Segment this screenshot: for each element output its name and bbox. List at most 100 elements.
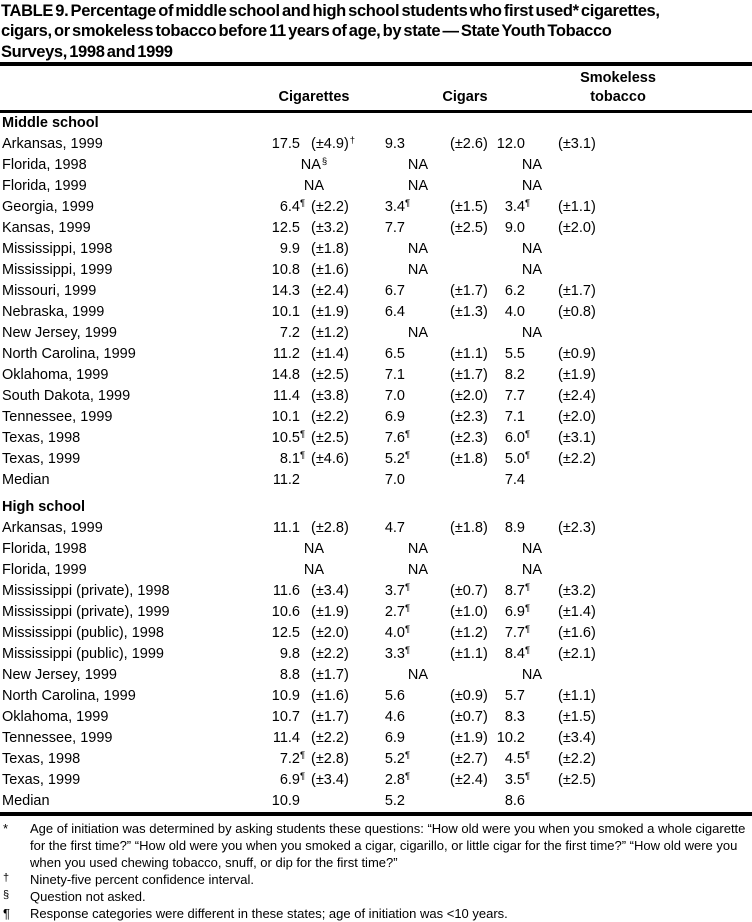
row-state-label: Missouri, 1999	[2, 282, 97, 299]
cell-value-footnote-mark	[525, 703, 558, 724]
table-cell-ci: (±2.6)	[450, 135, 488, 152]
table-cell-na: NA§	[300, 156, 328, 173]
cell-value-footnote-mark	[300, 403, 311, 424]
cell-value-footnote-mark	[300, 319, 311, 340]
table-cell-value: 6.5	[384, 345, 405, 362]
section-header-row: Middle school	[0, 113, 752, 134]
table-cell-value: 7.6	[384, 429, 405, 446]
table-cell-ci: (±4.6)	[311, 450, 349, 467]
table-cell-ci: (±4.9)†	[311, 135, 356, 152]
table-cell-ci: (±1.8)	[450, 519, 488, 536]
table-cell-ci: (±1.7)	[450, 366, 488, 383]
row-state-label: Georgia, 1999	[2, 198, 94, 215]
cell-value-footnote-mark	[405, 403, 450, 424]
table-row: Arkansas, 1999 11.1 (±2.8) 4.7 (±1.8) 8.9 (±2.…	[0, 518, 752, 539]
table-cell-value: 6.7	[384, 282, 405, 299]
cell-value-footnote-mark: ¶	[405, 623, 411, 635]
table-row: Tennessee, 1999 11.4 (±2.2) 6.9 (±1.9) 10.2 (±…	[0, 728, 752, 749]
footnote-pilcrow-mark: ¶	[3, 905, 10, 921]
table-cell-ci: (±1.1)	[450, 345, 488, 362]
table-cell-value: 14.3	[271, 282, 300, 299]
cell-value-footnote-mark	[300, 130, 311, 151]
table-cell-ci: (±2.2)	[311, 408, 349, 425]
table-cell-na: NA	[407, 240, 429, 257]
footnote-dagger: † Ninety-five percent confidence interva…	[0, 871, 752, 888]
table-cell-value: 9.8	[279, 645, 300, 662]
cell-value-footnote-mark	[405, 682, 450, 703]
cell-value-footnote-mark	[525, 682, 558, 703]
cell-value-footnote-mark	[300, 235, 311, 256]
row-state-label: Tennessee, 1999	[2, 408, 113, 425]
cell-value-footnote-mark: ¶	[405, 749, 411, 761]
table-cell-value: 10.2	[496, 729, 525, 746]
footnote-pilcrow-text: Response categories were different in th…	[30, 905, 508, 921]
row-state-label: Median	[2, 471, 50, 488]
table-cell-ci: (±2.3)	[450, 429, 488, 446]
table-cell-ci: (±1.7)	[450, 282, 488, 299]
header-rule	[0, 109, 752, 113]
table-cell-value: 8.4	[504, 645, 525, 662]
cell-value-footnote-mark: ¶	[525, 197, 531, 209]
table-cell-na: NA	[521, 540, 543, 557]
table-cell-value: 8.2	[504, 366, 525, 383]
cell-value-footnote-mark	[300, 340, 311, 361]
cell-value-footnote-mark: ¶	[525, 623, 531, 635]
table-cell-ci: (±2.0)	[450, 387, 488, 404]
table-cell-value: 11.2	[272, 345, 300, 362]
row-state-label: Mississippi (public), 1999	[2, 645, 164, 662]
table-cell-value: 7.7	[384, 219, 405, 236]
table-cell-ci: (±1.7)	[558, 282, 596, 299]
table-cell-value: 11.6	[272, 582, 300, 599]
row-state-label: Florida, 1998	[2, 540, 87, 557]
row-state-label: South Dakota, 1999	[2, 387, 131, 404]
cell-value-footnote-mark: ¶	[525, 581, 531, 593]
table-cell-ci: (±3.2)	[311, 219, 349, 236]
cell-value-footnote-mark	[525, 787, 558, 808]
row-state-label: Florida, 1999	[2, 561, 87, 578]
cell-value-footnote-mark: ¶	[525, 644, 531, 656]
table-cell-na: NA	[303, 561, 325, 578]
cell-value-footnote-mark	[405, 724, 450, 745]
table-cell-ci: (±2.2)	[558, 750, 596, 767]
table-cell-ci: (±2.2)	[558, 450, 596, 467]
table-cell-value: 6.9	[384, 729, 405, 746]
table-cell-na: NA	[407, 156, 429, 173]
table-row: Mississippi (public), 1998 12.5 (±2.0) 4.0 ¶…	[0, 623, 752, 644]
footnote-asterisk: * Age of initiation was determined by as…	[0, 820, 752, 871]
table-cell-ci: (±2.2)	[311, 198, 349, 215]
table-cell-value: 5.2	[384, 450, 405, 467]
footnote-pilcrow: ¶ Response categories were different in …	[0, 905, 752, 922]
table-row: Florida, 1998 NA§ NA NA	[0, 155, 752, 176]
cell-value-footnote-mark: ¶	[525, 770, 531, 782]
table-header-row: Cigarettes Cigars Smokeless tobacco	[0, 66, 752, 110]
table-cell-value: 7.0	[384, 387, 405, 404]
table-row: Missouri, 1999 14.3 (±2.4) 6.7 (±1.7) 6.2 (±1.…	[0, 281, 752, 302]
cell-value-footnote-mark	[405, 298, 450, 319]
table-row: New Jersey, 1999 7.2 (±1.2) NA NA	[0, 323, 752, 344]
table-cell-ci: (±0.7)	[450, 708, 488, 725]
cell-value-footnote-mark	[405, 277, 450, 298]
table-cell-value: 7.2	[279, 750, 300, 767]
table-row: Median 11.2 7.0 7.4	[0, 470, 752, 491]
table-row: South Dakota, 1999 11.4 (±3.8) 7.0 (±2.0) 7.7…	[0, 386, 752, 407]
table-title-line-2: cigars, or smokeless tobacco before 11 y…	[1, 22, 612, 41]
table-cell-value: 4.0	[504, 303, 525, 320]
table-cell-value: 12.5	[271, 624, 300, 641]
table-cell-ci: (±2.7)	[450, 750, 488, 767]
table-cell-value: 8.6	[504, 792, 525, 809]
table-cell-value: 6.9	[279, 771, 300, 788]
cell-value-footnote-mark: ¶	[405, 449, 411, 461]
table-row: Kansas, 1999 12.5 (±3.2) 7.7 (±2.5) 9.0 (±2.0)	[0, 218, 752, 239]
row-state-label: Texas, 1998	[2, 429, 81, 446]
column-header-cigars: Cigars	[442, 88, 488, 105]
row-state-label: New Jersey, 1999	[2, 666, 117, 683]
cell-value-footnote-mark	[405, 340, 450, 361]
table-cell-value: 10.5	[271, 429, 300, 446]
table-cell-ci: (±1.9)	[311, 303, 349, 320]
table-row: North Carolina, 1999 10.9 (±1.6) 5.6 (±0.9) 5…	[0, 686, 752, 707]
table-cell-value: 8.7	[504, 582, 525, 599]
cell-value-footnote-mark	[300, 787, 311, 808]
table-cell-na: NA	[407, 324, 429, 341]
table-row: Nebraska, 1999 10.1 (±1.9) 6.4 (±1.3) 4.0 (±0.…	[0, 302, 752, 323]
